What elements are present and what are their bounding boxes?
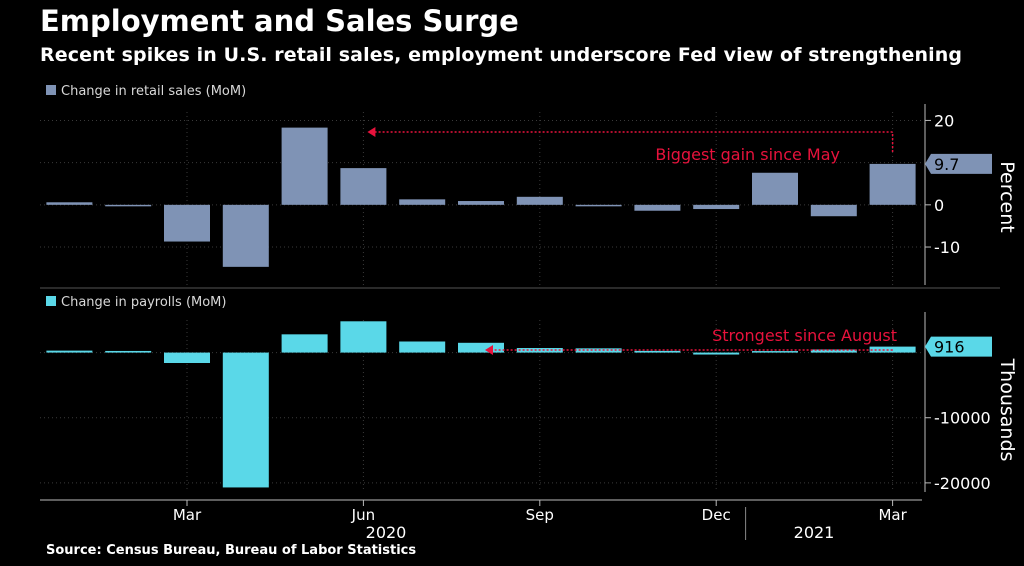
payrolls-annotation-arrowhead: [485, 345, 493, 355]
retail-bar: [105, 204, 152, 207]
retail-legend-swatch: [46, 85, 56, 95]
retail-y-tick-label: -10: [934, 238, 960, 257]
retail-last-value-tag: [925, 153, 992, 174]
retail-bar: [46, 202, 93, 205]
payrolls-bar: [458, 342, 504, 353]
retail-bar: [458, 201, 504, 205]
retail-bar: [693, 204, 740, 210]
chart-subtitle: Recent spikes in U.S. retail sales, empl…: [40, 44, 963, 66]
source-note: Source: Census Bureau, Bureau of Labor S…: [46, 543, 417, 558]
retail-y-tick-label: 0: [934, 196, 944, 215]
x-tick-label: Jun: [351, 506, 375, 524]
payrolls-bar: [46, 350, 93, 353]
retail-bar: [399, 199, 446, 205]
axis-layer: 20 0 -10 9.7 -10000 -20000 916 Mar Jun Sep Dec Mar 2…: [40, 104, 992, 542]
payrolls-bar: [399, 341, 446, 353]
retail-last-value-label: 9.7: [934, 155, 959, 174]
payrolls-last-value-label: 916: [934, 338, 965, 357]
payrolls-bar: [693, 352, 740, 355]
x-tick-label: Dec: [702, 506, 731, 524]
retail-y-tick-label: 20: [934, 111, 954, 130]
payrolls-legend-label: Change in payrolls (MoM): [61, 295, 226, 310]
retail-y-axis-title: Percent: [996, 161, 1018, 233]
payrolls-bar: [634, 350, 681, 353]
payrolls-legend-swatch: [46, 296, 56, 306]
payrolls-bar: [105, 350, 152, 353]
payrolls-y-axis-title: Thousands: [996, 358, 1018, 462]
payrolls-y-tick-label: -10000: [934, 409, 991, 428]
x-tick-label: Sep: [526, 506, 554, 524]
retail-bar: [281, 127, 328, 205]
retail-bar: [752, 172, 798, 205]
retail-bar: [634, 204, 681, 211]
retail-bar: [516, 196, 563, 205]
x-tick-label: Mar: [878, 506, 907, 524]
retail-bar: [869, 163, 916, 205]
payrolls-bar: [222, 352, 269, 488]
retail-annotation-arrowhead: [367, 127, 376, 137]
chart-title: Employment and Sales Surge: [40, 4, 519, 38]
bars-layer: [46, 127, 916, 488]
payrolls-bar: [810, 349, 857, 353]
payrolls-bar: [340, 321, 387, 353]
payrolls-bar: [164, 352, 210, 363]
x-tick-label: Mar: [173, 506, 202, 524]
retail-legend-label: Change in retail sales (MoM): [61, 84, 246, 99]
retail-bar: [222, 204, 269, 267]
year-label-2020: 2020: [366, 523, 407, 542]
year-label-2021: 2021: [794, 523, 835, 542]
payrolls-last-value-tag: [925, 336, 992, 357]
retail-bar: [164, 204, 210, 242]
payrolls-bar: [752, 351, 798, 353]
payrolls-bar: [281, 334, 328, 353]
retail-bar: [810, 204, 857, 217]
retail-annotation: Biggest gain since May: [655, 145, 840, 164]
payrolls-annotation: Strongest since August: [712, 326, 897, 345]
payrolls-y-tick-label: -20000: [934, 474, 991, 493]
retail-bar: [575, 204, 622, 207]
retail-bar: [340, 168, 387, 205]
